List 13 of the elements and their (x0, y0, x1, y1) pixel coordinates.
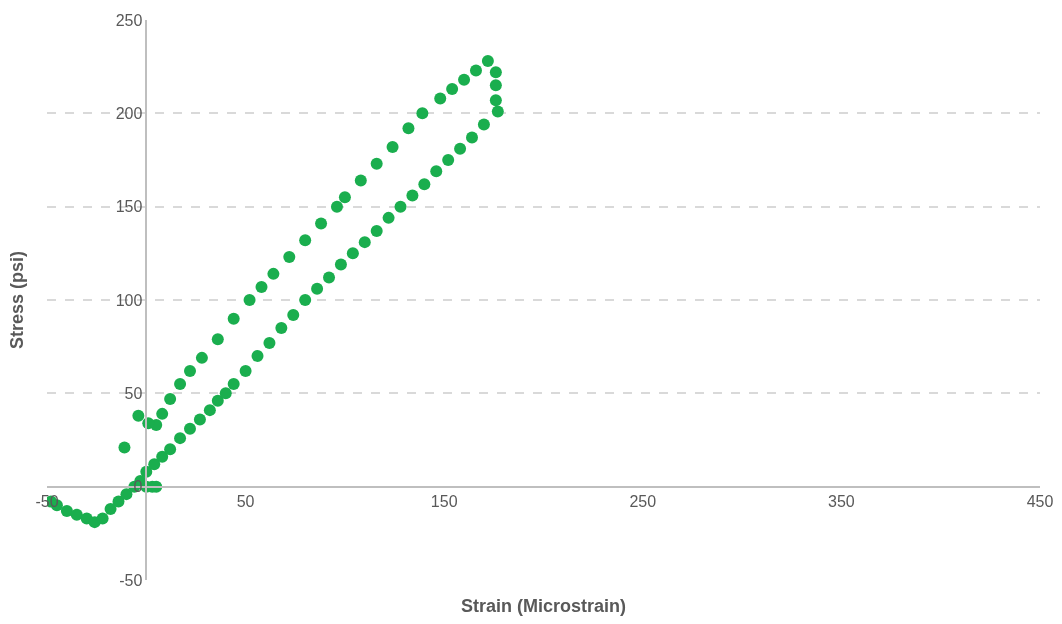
y-tick-label: -50 (119, 571, 143, 589)
x-tick-label: 450 (1026, 492, 1054, 510)
x-tick-label: 350 (828, 492, 855, 510)
y-axis-title: Stress (psi) (7, 250, 27, 349)
x-axis-title: Strain (Microstrain) (461, 596, 627, 616)
x-tick-label: 250 (629, 492, 657, 510)
y-tick-label: 200 (115, 104, 143, 122)
x-tick-label: 50 (236, 492, 255, 510)
y-tick-label: 250 (115, 11, 143, 29)
y-tick-label: 150 (115, 198, 143, 216)
x-tick-label: 150 (430, 492, 458, 510)
y-tick-label: 50 (124, 384, 143, 402)
y-tick-label: 100 (115, 291, 143, 309)
